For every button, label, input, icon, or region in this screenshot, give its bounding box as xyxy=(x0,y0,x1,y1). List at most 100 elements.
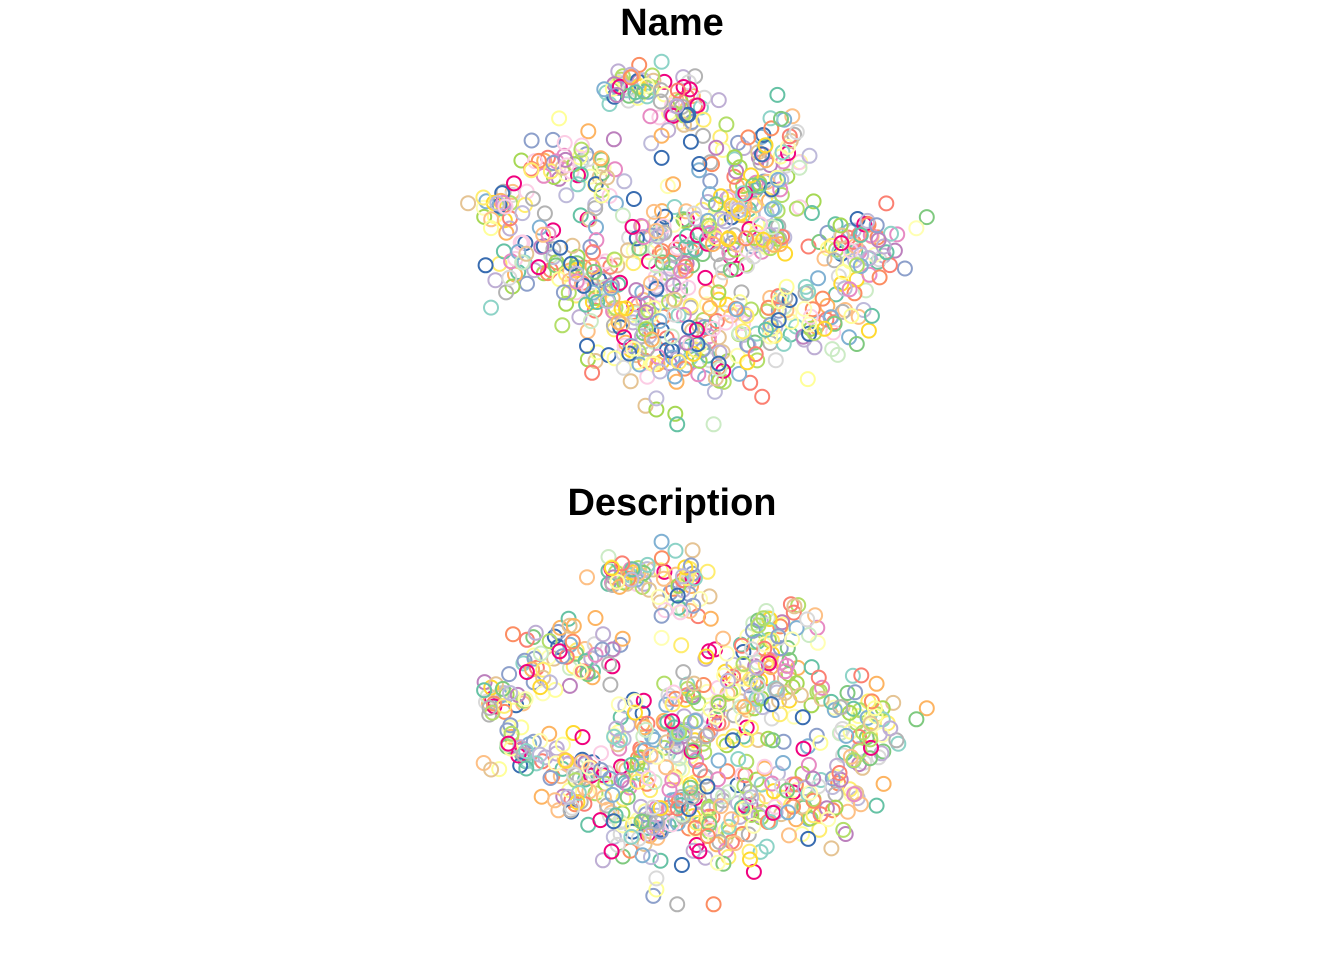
scatter-point xyxy=(665,176,682,193)
scatter-point xyxy=(558,187,575,204)
scatter-point xyxy=(825,324,842,341)
scatter-point xyxy=(607,195,624,212)
scatter-point xyxy=(720,231,737,248)
scatter-point xyxy=(580,123,597,140)
scatter-point xyxy=(758,838,775,855)
scatter-point xyxy=(774,778,791,795)
scatter-point xyxy=(800,830,817,847)
scatter-point xyxy=(708,196,724,213)
scatter-point xyxy=(483,220,499,237)
scatter-point xyxy=(862,715,879,732)
scatter-point xyxy=(489,195,506,212)
scatter-point xyxy=(780,804,796,821)
scatter-point xyxy=(701,588,718,605)
scatter-point xyxy=(604,577,621,593)
scatter-point xyxy=(611,78,628,95)
scatter-point xyxy=(757,137,774,154)
scatter-point xyxy=(846,786,863,803)
scatter-point xyxy=(688,751,705,768)
scatter-point xyxy=(555,788,572,805)
scatter-point xyxy=(747,197,763,214)
scatter-point xyxy=(593,762,609,778)
scatter-point xyxy=(695,677,712,693)
scatter-point xyxy=(658,734,675,751)
scatter-point xyxy=(639,715,656,732)
scatter-point xyxy=(812,734,829,751)
scatter-point xyxy=(663,816,680,833)
scatter-point xyxy=(772,181,789,198)
scatter-point xyxy=(673,789,690,805)
scatter-point xyxy=(569,255,585,272)
scatter-point xyxy=(710,329,727,346)
scatter-point xyxy=(627,693,644,710)
scatter-point xyxy=(686,675,703,692)
scatter-point xyxy=(739,354,756,371)
scatter-point xyxy=(750,617,767,634)
scatter-point xyxy=(653,533,670,550)
scatter-point xyxy=(868,675,885,692)
scatter-point xyxy=(756,640,773,657)
scatter-point xyxy=(868,217,885,234)
scatter-point xyxy=(723,811,740,828)
scatter-point xyxy=(860,322,877,339)
scatter-point xyxy=(612,826,629,843)
scatter-point xyxy=(666,291,683,308)
scatter-point xyxy=(668,351,685,368)
scatter-point xyxy=(769,86,786,103)
scatter-point xyxy=(585,244,601,261)
scatter-point xyxy=(763,120,780,137)
scatter-point xyxy=(648,401,665,418)
scatter-point xyxy=(673,637,690,654)
scatter-point xyxy=(745,177,762,194)
scatter-point xyxy=(733,637,750,654)
chart-title: Description xyxy=(567,482,777,524)
scatter-point xyxy=(862,731,879,748)
scatter-point xyxy=(786,598,803,615)
scatter-point xyxy=(509,686,526,703)
scatter-point xyxy=(764,201,780,218)
scatter-point xyxy=(532,746,548,763)
scatter-point xyxy=(731,365,748,382)
scatter-point xyxy=(646,731,663,748)
scatter-point xyxy=(763,696,780,713)
scatter-point xyxy=(648,280,665,297)
scatter-point xyxy=(711,372,728,389)
scatter-point xyxy=(628,282,645,299)
scatter-point xyxy=(823,840,840,857)
scatter-point xyxy=(886,242,903,259)
scatter-point xyxy=(652,852,669,869)
scatter-point xyxy=(600,549,617,565)
scatter-point xyxy=(633,813,650,830)
scatter-point xyxy=(541,633,558,650)
scatter-point xyxy=(771,706,788,723)
scatter-point xyxy=(744,622,761,639)
scatter-point xyxy=(710,284,727,301)
scatter-point xyxy=(497,198,514,215)
scatter-point xyxy=(680,279,697,296)
scatter-point xyxy=(750,677,766,694)
scatter-point xyxy=(691,843,708,860)
scatter-point xyxy=(554,736,571,753)
scatter-point xyxy=(777,289,794,306)
scatter-point xyxy=(801,325,817,342)
scatter-point xyxy=(569,794,586,811)
scatter-point xyxy=(587,200,604,217)
scatter-point xyxy=(653,550,670,567)
scatter-point xyxy=(871,269,888,286)
scatter-point xyxy=(754,146,770,163)
scatter-point xyxy=(603,843,620,860)
scatter-point xyxy=(622,373,639,390)
scatter-point xyxy=(613,772,630,789)
scatter-point xyxy=(609,573,626,590)
scatter-point xyxy=(547,755,564,772)
scatter-point xyxy=(686,736,703,753)
scatter-point xyxy=(558,752,575,769)
scatter-point xyxy=(514,205,531,222)
scatter-point xyxy=(699,778,716,795)
chart-title: Name xyxy=(620,2,724,44)
scatter-point xyxy=(648,390,665,407)
scatter-point xyxy=(748,659,765,676)
scatter-point xyxy=(762,814,779,830)
scatter-point xyxy=(601,656,618,672)
scatter-point xyxy=(918,700,935,717)
